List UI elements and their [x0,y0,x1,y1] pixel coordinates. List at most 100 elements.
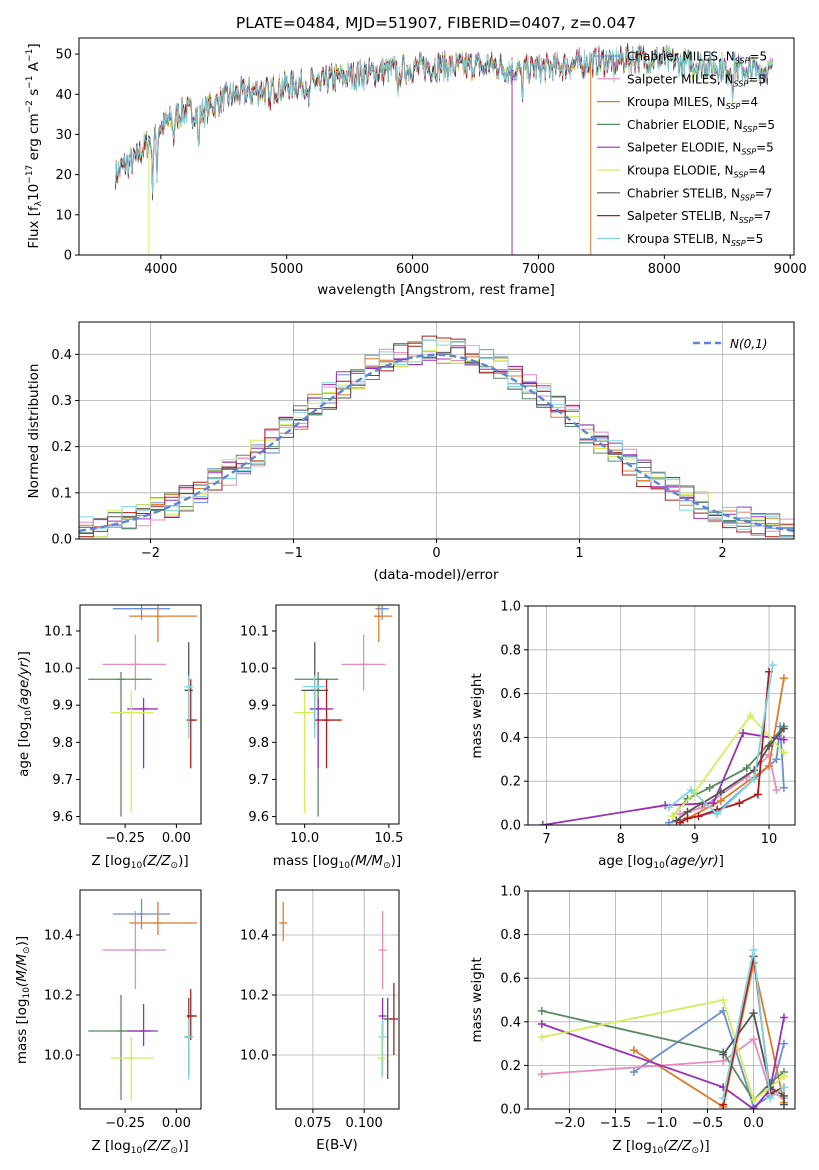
weight-marker [719,996,728,1004]
y-tick-label: 10.2 [240,989,269,1004]
x-tick-label: 5000 [270,262,303,277]
x-tick-label: −2.0 [554,1116,586,1131]
weight-marker [765,761,774,770]
weight-marker [746,711,755,720]
mass-ebv-x-label: E(B-V) [316,1137,358,1153]
x-tick-label: 0.075 [294,1116,331,1131]
x-tick-label: 0.0 [743,1116,764,1131]
histogram-ticks: −2 −1 0 1 2 0.0 0.1 0.2 0.3 0.4 [51,348,726,561]
x-tick-label: 8000 [648,262,681,277]
legend-label: Chabrier ELODIE, NSSP=5 [627,118,775,134]
weight-age-y-label: mass weight [469,673,485,758]
weight-marker [779,1039,788,1048]
mass-z-x-label: Z [log10(Z/Z⊙)] [91,1138,188,1156]
x-tick-label: 7000 [522,262,555,277]
age-z-x-label: Z [log10(Z/Z⊙)] [91,853,188,871]
weight-marker [735,799,744,808]
weight-vs-z-panel: −2.0 −1.5 −1.0 −0.5 0.0 0.0 0.2 0.4 0.6 0.8 1.0 Z … [469,885,796,1156]
age-z-y-label: age [log10(age/yr)] [16,651,34,777]
weight-marker [668,812,677,821]
y-tick-label: 0.8 [500,643,521,658]
y-tick-label: 10.1 [240,624,269,639]
x-tick-label: 0 [432,546,440,561]
weight-marker [765,742,774,751]
weight-age-x-label: age [log10(age/yr)] [598,853,724,871]
weight-marker [537,1019,546,1028]
svg-text:age [log10(age/yr)]: age [log10(age/yr)] [16,651,34,777]
weight-marker [687,785,696,794]
x-tick-label: −2 [141,546,160,561]
weight-marker [753,790,762,799]
y-tick-label: 9.9 [248,699,269,714]
y-tick-label: 0.6 [500,687,521,702]
histogram-x-label: (data-model)/error [373,567,499,583]
y-tick-label: 9.7 [52,773,73,788]
weight-marker [664,818,673,825]
age-mass-x-label: mass [log10(M/M⊙)] [273,853,401,871]
weight-marker [779,735,788,744]
weight-marker [772,785,781,794]
weight-marker [750,775,759,784]
legend-label: Chabrier STELIB, NSSP=7 [627,186,772,202]
spectrum-lines [115,43,773,255]
y-tick-label: 10.0 [240,1049,269,1064]
y-tick-label: 0.1 [51,486,72,501]
y-tick-label: 10.0 [240,662,269,677]
x-tick-label: −0.5 [692,1116,724,1131]
y-tick-label: 9.7 [248,773,269,788]
svg-text:age [log10(age/yr)]: age [log10(age/yr)] [598,853,724,871]
svg-text:Z [log10(Z/Z⊙)]: Z [log10(Z/Z⊙)] [612,1138,709,1156]
y-tick-label: 9.6 [52,810,73,825]
y-tick-label: 9.8 [248,736,269,751]
y-tick-label: 0.4 [51,348,72,363]
age-vs-z-panel: −0.25 0.00 9.6 9.7 9.8 9.9 10.0 10.1 Z [log10(Z… [16,604,202,871]
histogram-step [79,339,794,538]
weight-marker [779,724,788,733]
weight-marker [683,814,692,823]
x-tick-label: 10 [761,832,778,847]
y-tick-label: 50 [55,48,72,63]
weight-marker [719,1050,728,1059]
svg-text:mass [log10(M/M⊙)]: mass [log10(M/M⊙)] [14,936,32,1064]
weight-marker [629,1046,638,1055]
x-tick-label: 6000 [396,262,429,277]
weight-marker [537,1033,546,1042]
mass-vs-z-panel: −0.25 0.00 10.0 10.2 10.4 Z [log10(Z/Z⊙)] ma… [14,889,202,1156]
legend-label: Salpeter STELIB, NSSP=7 [627,209,771,225]
weight-line [541,1017,785,1109]
y-tick-label: 0.2 [500,775,521,790]
y-tick-label: 0 [64,249,72,264]
spectrum-title: PLATE=0484, MJD=51907, FIBERID=0407, z=0… [236,14,636,32]
weight-vs-age-panel: 7 8 9 10 0.0 0.2 0.4 0.6 0.8 1.0 age [log10(age/y… [469,600,796,871]
weight-marker [676,818,685,825]
weight-marker [779,1100,788,1109]
x-tick-label: 9 [691,832,699,847]
histogram-steps [79,335,794,538]
y-tick-label: 0.0 [500,819,521,834]
y-tick-label: 10 [55,208,72,223]
legend-label: Chabrier MILES, NSSP=5 [627,50,767,66]
age-vs-mass-panel: 10.0 10.5 9.6 9.7 9.8 9.9 10.0 10.1 mass [log10… [240,604,403,871]
y-tick-label: 0.3 [51,394,72,409]
legend-label: Salpeter ELODIE, NSSP=5 [627,141,774,157]
weight-marker [719,1094,728,1103]
y-tick-label: 0.0 [500,1103,521,1118]
weight-line [671,714,785,817]
y-tick-label: 0.2 [51,440,72,455]
weight-marker [694,812,703,821]
histogram-step [79,342,794,537]
svg-text:mass [log10(M/M⊙)]: mass [log10(M/M⊙)] [273,853,401,871]
weight-marker [709,799,718,808]
y-tick-label: 10.4 [44,929,73,944]
weight-marker [768,661,777,670]
weight-marker [538,821,547,825]
x-tick-label: −1.0 [646,1116,678,1131]
y-tick-label: 0.4 [500,731,521,746]
y-tick-label: 0.8 [500,928,521,943]
weight-z-x-label: Z [log10(Z/Z⊙)] [612,1138,709,1156]
weight-marker [749,1009,758,1018]
weight-marker [779,1072,788,1081]
weight-line [542,731,785,825]
svg-text:Flux [fλ10−17 erg cm−2 s−1 A−1: Flux [fλ10−17 erg cm−2 s−1 A−1] [25,43,44,248]
